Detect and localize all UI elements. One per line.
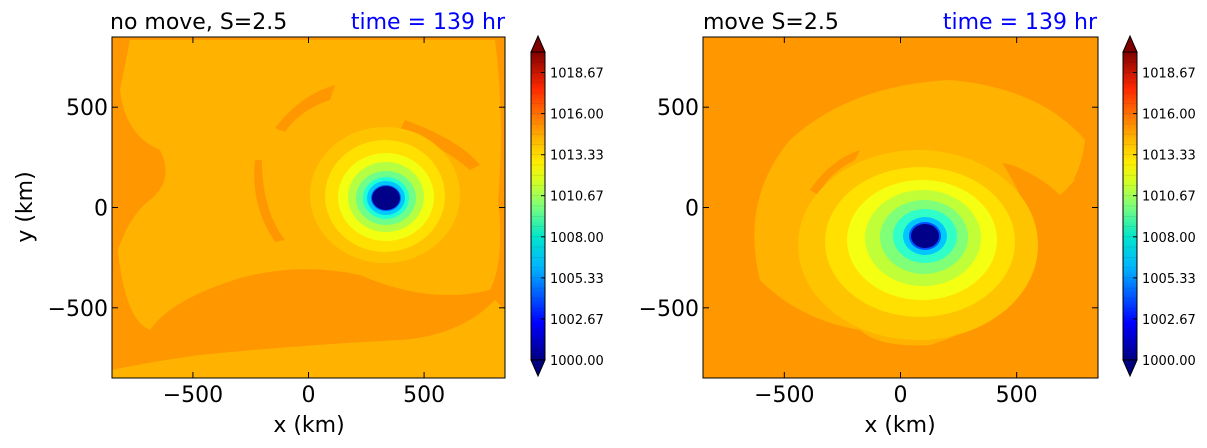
colorbar-tick-label: 1016.00 bbox=[550, 108, 604, 123]
colorbar-tick-label: 1002.67 bbox=[550, 313, 604, 328]
x-tick-label: 0 bbox=[894, 383, 908, 408]
panel-no-move: no move, S=2.5 time = 139 hr −500 0 500−50… bbox=[13, 10, 604, 438]
colorbar-tick-label: 1008.00 bbox=[550, 231, 604, 246]
panel-b-axes: −500 0 500 −500 0 500 bbox=[639, 37, 1098, 408]
colorbar-extend-max bbox=[530, 34, 546, 53]
colorbar-tick-label: 1013.33 bbox=[1142, 149, 1196, 164]
panel-a-lower-band bbox=[112, 300, 505, 378]
x-tick-label: 0 bbox=[302, 383, 316, 408]
colorbar-tick-label: 1018.67 bbox=[1142, 66, 1196, 81]
y-tick-label: 0 bbox=[94, 197, 108, 222]
panel-b-arc-2 bbox=[810, 150, 860, 195]
x-tick-label: 500 bbox=[996, 383, 1038, 408]
panel-a-arc-3 bbox=[400, 120, 480, 170]
panel-a-ylabel: y (km) bbox=[13, 171, 38, 242]
colorbar-tick-label: 1000.00 bbox=[550, 354, 604, 369]
colorbar-tick-label: 1005.33 bbox=[1142, 272, 1196, 287]
colorbar-tick-label: 1005.33 bbox=[550, 272, 604, 287]
colorbar-extend-max bbox=[1122, 34, 1138, 53]
colorbar-tick-label: 1018.67 bbox=[550, 66, 604, 81]
panel-move: move S=2.5 time = 139 hr −500 0 500 −500 0 50… bbox=[639, 10, 1196, 438]
x-tick-label: 500 bbox=[403, 383, 445, 408]
colorbar-tick-label: 1010.67 bbox=[1142, 190, 1196, 205]
y-tick-label: 500 bbox=[657, 96, 699, 121]
panel-a-time-label: time = 139 hr bbox=[351, 10, 506, 35]
panel-b-arc-1 bbox=[990, 154, 1075, 195]
panel-b-time-label: time = 139 hr bbox=[943, 10, 1098, 35]
panel-a-xlabel: x (km) bbox=[273, 413, 344, 438]
colorbar-tick-label: 1013.33 bbox=[550, 149, 604, 164]
panel-a-axes: −500 0 500 −500 0 500 bbox=[48, 37, 505, 408]
panel-a-arc-2 bbox=[254, 160, 285, 242]
colorbar-tick-label: 1000.00 bbox=[1142, 354, 1196, 369]
colorbar-a: 1000.00 1002.67 1005.33 1008.00 1010.67 1013.… bbox=[530, 34, 604, 378]
y-tick-label: −500 bbox=[48, 297, 108, 322]
colorbar-tick-label: 1008.00 bbox=[1142, 231, 1196, 246]
colorbar-tick-label: 1016.00 bbox=[1142, 108, 1196, 123]
colorbar-tick-label: 1002.67 bbox=[1142, 313, 1196, 328]
y-tick-label: 0 bbox=[685, 197, 699, 222]
y-tick-label: 500 bbox=[66, 96, 108, 121]
colorbar-tick-label: 1010.67 bbox=[550, 190, 604, 205]
x-tick-label: −500 bbox=[163, 383, 223, 408]
panel-b-field bbox=[703, 37, 1098, 378]
panel-a-field bbox=[112, 37, 505, 378]
panel-a-eye bbox=[372, 186, 400, 210]
panel-a-arc-1 bbox=[275, 85, 335, 132]
panel-b-xlabel: x (km) bbox=[864, 413, 935, 438]
panel-a-title: no move, S=2.5 bbox=[110, 10, 287, 35]
panel-b-eye bbox=[911, 224, 939, 248]
colorbar-b: 1000.00 1002.67 1005.33 1008.00 1010.67 1013.… bbox=[1122, 34, 1196, 378]
x-tick-label: −500 bbox=[754, 383, 814, 408]
y-tick-label: −500 bbox=[639, 297, 699, 322]
colorbar-extend-min bbox=[530, 359, 546, 378]
colorbar-extend-min bbox=[1122, 359, 1138, 378]
panel-b-title: move S=2.5 bbox=[703, 10, 839, 35]
